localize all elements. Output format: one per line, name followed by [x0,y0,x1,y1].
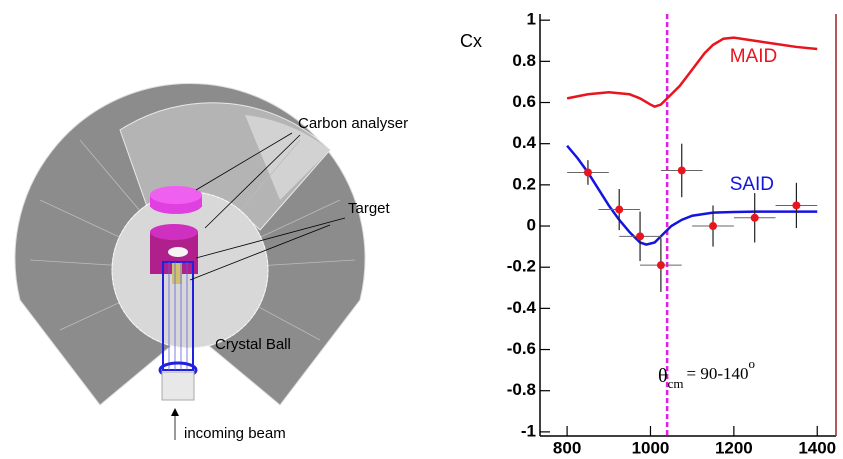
diagram-label: incoming beam [184,425,286,442]
y-tick-label: 0.8 [512,51,536,70]
x-tick-label: 1400 [798,438,836,457]
detector-diagram: Carbon analyser Target Crystal Ball inco… [15,83,408,442]
y-tick-label: -1 [521,421,536,440]
annotation-text: = 90-140 [686,364,748,383]
diagram-label: Carbon analyser [298,115,408,132]
data-point [792,201,800,209]
diagram-label: Crystal Ball [215,336,291,353]
series-line [567,38,817,107]
series-line [567,146,817,245]
y-tick-label: -0.8 [507,380,536,399]
data-point [636,232,644,240]
data-point [709,222,717,230]
y-tick-label: 1 [527,10,536,29]
annotation-symbol: θ [658,365,668,387]
y-tick-label: 0.2 [512,174,536,193]
y-axis-label: Cx [460,31,482,51]
y-tick-label: 0.6 [512,92,536,111]
data-point [584,169,592,177]
diagram-label: Target [348,200,391,217]
data-point [657,261,665,269]
data-point [615,206,623,214]
y-tick-label: -0.6 [507,339,536,358]
x-tick-label: 1200 [715,438,753,457]
data-point [751,214,759,222]
annotation-superscript: o [748,356,755,371]
data-point [678,166,686,174]
annotation: θcm= 90-140o [658,356,755,391]
y-tick-label: -0.4 [507,298,537,317]
chart: Cx 1 0.8 0.6 0.4 0.2 0 -0.2 -0.4 -0.6 -0.8 -1 800 10… [460,10,836,458]
x-tick-label: 800 [553,438,581,457]
y-tick-label: -0.2 [507,257,536,276]
annotation-subscript: cm [668,376,684,391]
y-tick-label: 0 [527,216,536,235]
series-label: SAID [730,174,774,195]
x-tick-label: 1000 [632,438,670,457]
page: Carbon analyser Target Crystal Ball inco… [0,0,843,459]
series-label: MAID [730,46,778,67]
y-tick-label: 0.4 [512,133,536,152]
